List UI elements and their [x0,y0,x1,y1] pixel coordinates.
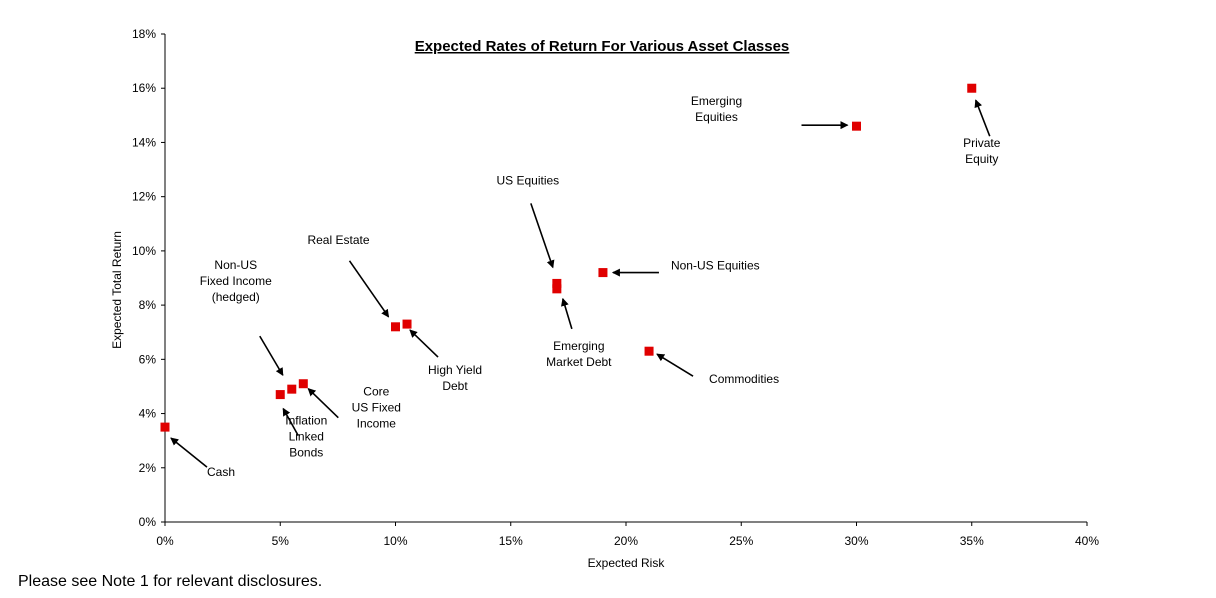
point-labels: Cash Inflation Linked Bonds Non-US Fixed Inco… [200,94,1001,479]
y-tick-label: 8% [139,298,157,312]
axes [161,33,1088,526]
x-tick-label: 25% [729,534,753,548]
label-emerging-market-debt: Emerging Market Debt [546,339,612,369]
x-tick-label: 20% [614,534,638,548]
x-tick-label: 30% [844,534,868,548]
arrow-core-us-fixed-income [307,388,339,419]
y-tick-label: 18% [132,27,156,41]
label-line: Inflation [285,414,327,428]
chart-title: Expected Rates of Return For Various Ass… [415,38,790,55]
label-line: Fixed Income [200,274,272,288]
label-line: Cash [207,465,235,479]
y-axis-label: Expected Total Return [110,231,124,349]
point-cash [160,422,170,432]
y-tick-label: 4% [139,407,157,421]
x-tick-label: 40% [1075,534,1099,548]
label-line: Private [963,136,1001,150]
label-line: Non-US Equities [671,259,760,273]
point-emerging-equities [852,121,861,131]
label-non-us-fixed-income-hedged: Non-US Fixed Income (hedged) [200,258,272,304]
point-high-yield-debt [402,319,412,329]
label-line: Debt [442,379,468,393]
label-line: Core [363,385,389,399]
point-non-us-fixed-income-hedged [287,384,297,394]
label-line: Real Estate [307,233,369,247]
x-tick-label: 15% [499,534,523,548]
label-core-us-fixed-income: Core US Fixed Income [352,385,401,431]
label-line: Emerging [691,94,742,108]
x-tick-label: 0% [156,534,174,548]
label-line: Market Debt [546,355,612,369]
label-line: Linked [289,430,324,444]
arrow-high-yield-debt [409,329,439,358]
label-line: Commodities [709,372,779,386]
y-tick-label: 10% [132,244,156,258]
label-line: (hedged) [212,290,260,304]
label-line: US Equities [496,173,559,187]
point-inflation-linked-bonds [275,390,285,400]
label-line: Non-US [214,258,257,272]
label-cash: Cash [207,465,235,479]
point-core-us-fixed-income [298,379,308,389]
annotation-arrows [170,99,991,468]
label-private-equity: Private Equity [963,136,1001,166]
disclosure-footnote: Please see Note 1 for relevant disclosur… [18,573,323,590]
label-us-equities: US Equities [496,173,559,187]
label-real-estate: Real Estate [307,233,369,247]
label-inflation-linked-bonds: Inflation Linked Bonds [285,414,327,460]
point-non-us-equities [598,268,608,278]
point-us-equities [552,278,562,288]
arrow-inflation-linked-bonds [282,407,299,436]
arrow-real-estate [348,260,390,318]
y-tick-label: 14% [132,135,156,149]
tick-labels: 0% 2% 4% 6% 8% 10% 12% 14% 16% 18% 0% 5% 10% 15% 20% 25… [132,27,1099,548]
label-line: High Yield [428,363,482,377]
label-line: Income [357,417,397,431]
label-line: US Fixed [352,401,401,415]
x-axis-label: Expected Risk [588,556,666,570]
point-private-equity [967,83,977,93]
arrow-non-us-fixed-income-hedged [259,335,284,377]
x-tick-label: 10% [383,534,407,548]
label-line: Equities [695,110,738,124]
label-line: Equity [965,152,998,166]
label-high-yield-debt: High Yield Debt [428,363,482,393]
x-tick-label: 5% [272,534,290,548]
arrow-private-equity [974,99,991,137]
point-real-estate [391,322,400,332]
y-tick-label: 16% [132,81,156,95]
y-tick-label: 0% [139,515,157,529]
point-commodities [644,346,654,356]
arrow-cash [170,437,208,468]
point-emerging-market-debt [552,284,562,294]
label-line: Emerging [553,339,604,353]
x-tick-label: 35% [960,534,984,548]
data-points [160,83,977,432]
y-tick-label: 2% [139,461,157,475]
label-commodities: Commodities [709,372,779,386]
y-tick-label: 12% [132,190,156,204]
arrow-us-equities [530,203,555,269]
arrow-emerging-market-debt [561,297,573,330]
y-tick-label: 6% [139,352,157,366]
label-non-us-equities: Non-US Equities [671,259,760,273]
label-line: Bonds [289,446,323,460]
label-emerging-equities: Emerging Equities [691,94,742,124]
arrow-commodities [656,353,694,377]
